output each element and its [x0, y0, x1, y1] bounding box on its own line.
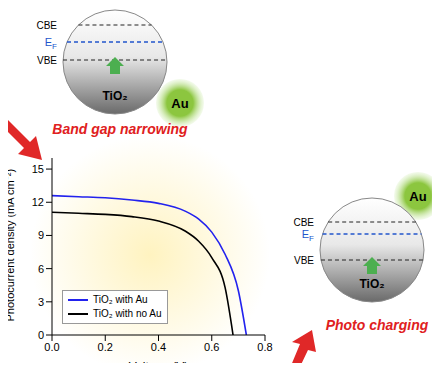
- svg-text:Photocurrent density (mA cm⁻²): Photocurrent density (mA cm⁻²): [8, 169, 16, 322]
- svg-text:Voltage (V): Voltage (V): [129, 360, 188, 363]
- svg-text:12: 12: [32, 196, 44, 208]
- svg-text:VBE: VBE: [294, 255, 314, 266]
- svg-text:Au: Au: [171, 96, 188, 111]
- svg-text:0.0: 0.0: [44, 341, 59, 353]
- svg-text:9: 9: [38, 229, 44, 241]
- svg-text:Photo charging: Photo charging: [326, 317, 429, 333]
- svg-text:0: 0: [38, 329, 44, 341]
- html-text:TiO₂ with Au: TiO₂ with Au: [93, 294, 148, 305]
- svg-text:0.2: 0.2: [98, 341, 113, 353]
- svg-text:VBE: VBE: [37, 55, 57, 66]
- svg-text:Band gap narrowing: Band gap narrowing: [52, 121, 188, 137]
- svg-text:EF: EF: [302, 228, 314, 243]
- svg-text:CBE: CBE: [36, 20, 57, 31]
- svg-text:CBE: CBE: [293, 217, 314, 228]
- svg-text:TiO₂: TiO₂: [102, 89, 127, 103]
- html-text:TiO₂ with no Au: TiO₂ with no Au: [93, 308, 162, 319]
- svg-text:0.8: 0.8: [257, 341, 272, 353]
- svg-text:EF: EF: [45, 36, 57, 51]
- svg-text:15: 15: [32, 163, 44, 175]
- svg-text:TiO₂: TiO₂: [359, 277, 384, 291]
- svg-text:3: 3: [38, 296, 44, 308]
- svg-text:0.6: 0.6: [204, 341, 219, 353]
- svg-text:Au: Au: [409, 189, 426, 204]
- svg-text:0.4: 0.4: [151, 341, 166, 353]
- svg-text:6: 6: [38, 263, 44, 275]
